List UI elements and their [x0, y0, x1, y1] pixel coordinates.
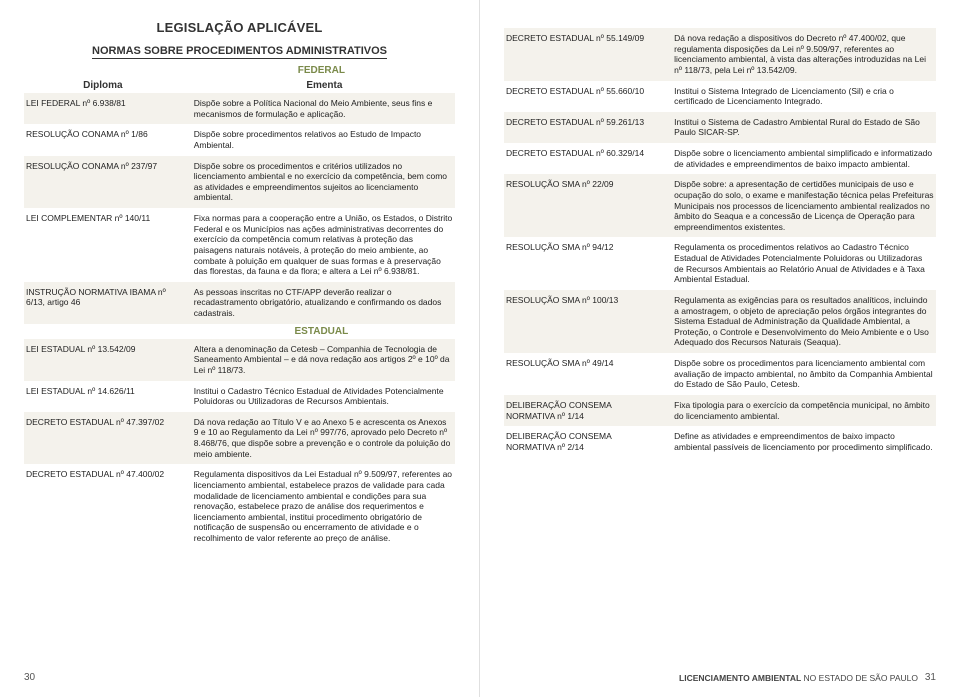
- diploma-cell: DECRETO ESTADUAL nº 47.400/02: [24, 467, 188, 545]
- table-row: LEI ESTADUAL nº 13.542/09Altera a denomi…: [24, 339, 455, 381]
- footer-label: LICENCIAMENTO AMBIENTAL NO ESTADO DE SÃO…: [679, 673, 918, 683]
- diploma-cell: DECRETO ESTADUAL nº 60.329/14: [504, 146, 668, 171]
- table-row: LEI FEDERAL nº 6.938/81Dispõe sobre a Po…: [24, 93, 455, 124]
- footer-bold: LICENCIAMENTO AMBIENTAL: [679, 673, 801, 683]
- ementa-cell: Institui o Sistema Integrado de Licencia…: [668, 84, 936, 109]
- table-row: INSTRUÇÃO NORMATIVA IBAMA nº 6/13, artig…: [24, 282, 455, 324]
- table-row: DECRETO ESTADUAL nº 55.149/09Dá nova red…: [504, 28, 936, 81]
- table-row: RESOLUÇÃO SMA nº 49/14Dispõe sobre os pr…: [504, 353, 936, 395]
- subtitle: NORMAS SOBRE PROCEDIMENTOS ADMINISTRATIV…: [92, 45, 387, 59]
- table-row: RESOLUÇÃO SMA nº 94/12Regulamenta os pro…: [504, 237, 936, 290]
- page-number-left: 30: [24, 672, 35, 683]
- ementa-cell: Institui o Cadastro Técnico Estadual de …: [188, 384, 455, 409]
- diploma-cell: LEI ESTADUAL nº 14.626/11: [24, 384, 188, 409]
- ementa-cell: Dá nova redação ao Título V e ao Anexo 5…: [188, 415, 455, 462]
- table-row: DECRETO ESTADUAL nº 55.660/10Institui o …: [504, 81, 936, 112]
- ementa-cell: Regulamenta os procedimentos relativos a…: [668, 240, 936, 287]
- table-row: DELIBERAÇÃO CONSEMA NORMATIVA nº 2/14Def…: [504, 426, 936, 457]
- diploma-cell: RESOLUÇÃO CONAMA nº 1/86: [24, 127, 188, 152]
- diploma-cell: RESOLUÇÃO CONAMA nº 237/97: [24, 159, 188, 206]
- ementa-cell: Dispõe sobre a Política Nacional do Meio…: [188, 96, 455, 121]
- diploma-cell: INSTRUÇÃO NORMATIVA IBAMA nº 6/13, artig…: [24, 285, 188, 321]
- diploma-cell: DELIBERAÇÃO CONSEMA NORMATIVA nº 2/14: [504, 429, 668, 454]
- ementa-cell: Dispõe sobre: a apresentação de certidõe…: [668, 177, 936, 234]
- footer-rest: NO ESTADO DE SÃO PAULO: [801, 673, 918, 683]
- ementa-cell: Dispõe sobre procedimentos relativos ao …: [188, 127, 455, 152]
- diploma-cell: DECRETO ESTADUAL nº 55.660/10: [504, 84, 668, 109]
- diploma-cell: DELIBERAÇÃO CONSEMA NORMATIVA nº 1/14: [504, 398, 668, 423]
- main-title: LEGISLAÇÃO APLICÁVEL: [24, 20, 455, 35]
- ementa-cell: Regulamenta as exigências para os result…: [668, 293, 936, 350]
- section-estadual: ESTADUAL: [188, 324, 455, 339]
- header-ementa: Ementa: [188, 80, 455, 91]
- section-federal: FEDERAL: [188, 65, 455, 76]
- table-row: DECRETO ESTADUAL nº 47.400/02Regulamenta…: [24, 464, 455, 548]
- table-row: RESOLUÇÃO CONAMA nº 237/97Dispõe sobre o…: [24, 156, 455, 209]
- table-row: DECRETO ESTADUAL nº 47.397/02Dá nova red…: [24, 412, 455, 465]
- ementa-cell: Define as atividades e empreendimentos d…: [668, 429, 936, 454]
- table-left-federal: LEI FEDERAL nº 6.938/81Dispõe sobre a Po…: [24, 93, 455, 324]
- page-number-right: 31: [925, 672, 936, 683]
- diploma-cell: DECRETO ESTADUAL nº 47.397/02: [24, 415, 188, 462]
- table-right: DECRETO ESTADUAL nº 55.149/09Dá nova red…: [504, 28, 936, 457]
- page-right: DECRETO ESTADUAL nº 55.149/09Dá nova red…: [480, 0, 960, 697]
- diploma-cell: RESOLUÇÃO SMA nº 94/12: [504, 240, 668, 287]
- header-diploma: Diploma: [24, 80, 188, 91]
- ementa-cell: Altera a denominação da Cetesb – Companh…: [188, 342, 455, 378]
- ementa-cell: Regulamenta dispositivos da Lei Estadual…: [188, 467, 455, 545]
- subtitle-wrap: NORMAS SOBRE PROCEDIMENTOS ADMINISTRATIV…: [24, 41, 455, 59]
- diploma-cell: LEI ESTADUAL nº 13.542/09: [24, 342, 188, 378]
- ementa-cell: Fixa normas para a cooperação entre a Un…: [188, 211, 455, 279]
- ementa-cell: Dá nova redação a dispositivos do Decret…: [668, 31, 936, 78]
- table-row: DELIBERAÇÃO CONSEMA NORMATIVA nº 1/14Fix…: [504, 395, 936, 426]
- table-row: RESOLUÇÃO CONAMA nº 1/86Dispõe sobre pro…: [24, 124, 455, 155]
- table-left-estadual: LEI ESTADUAL nº 13.542/09Altera a denomi…: [24, 339, 455, 549]
- header-row: Diploma Ementa: [24, 80, 455, 91]
- page-left: LEGISLAÇÃO APLICÁVEL NORMAS SOBRE PROCED…: [0, 0, 480, 697]
- diploma-cell: RESOLUÇÃO SMA nº 49/14: [504, 356, 668, 392]
- diploma-cell: DECRETO ESTADUAL nº 55.149/09: [504, 31, 668, 78]
- ementa-cell: Dispõe sobre os procedimentos e critério…: [188, 159, 455, 206]
- diploma-cell: LEI COMPLEMENTAR nº 140/11: [24, 211, 188, 279]
- diploma-cell: LEI FEDERAL nº 6.938/81: [24, 96, 188, 121]
- ementa-cell: Fixa tipologia para o exercício da compe…: [668, 398, 936, 423]
- table-row: RESOLUÇÃO SMA nº 100/13Regulamenta as ex…: [504, 290, 936, 353]
- diploma-cell: RESOLUÇÃO SMA nº 22/09: [504, 177, 668, 234]
- ementa-cell: Dispõe sobre o licenciamento ambiental s…: [668, 146, 936, 171]
- table-row: LEI ESTADUAL nº 14.626/11Institui o Cada…: [24, 381, 455, 412]
- table-row: LEI COMPLEMENTAR nº 140/11Fixa normas pa…: [24, 208, 455, 282]
- ementa-cell: As pessoas inscritas no CTF/APP deverão …: [188, 285, 455, 321]
- diploma-cell: RESOLUÇÃO SMA nº 100/13: [504, 293, 668, 350]
- ementa-cell: Dispõe sobre os procedimentos para licen…: [668, 356, 936, 392]
- ementa-cell: Institui o Sistema de Cadastro Ambiental…: [668, 115, 936, 140]
- table-row: DECRETO ESTADUAL nº 59.261/13Institui o …: [504, 112, 936, 143]
- diploma-cell: DECRETO ESTADUAL nº 59.261/13: [504, 115, 668, 140]
- table-row: RESOLUÇÃO SMA nº 22/09Dispõe sobre: a ap…: [504, 174, 936, 237]
- table-row: DECRETO ESTADUAL nº 60.329/14Dispõe sobr…: [504, 143, 936, 174]
